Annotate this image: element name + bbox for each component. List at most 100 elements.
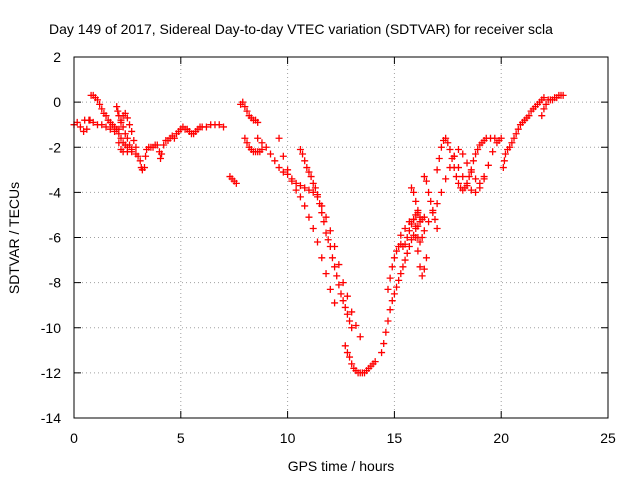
data-point (275, 164, 283, 172)
data-point (292, 186, 300, 194)
data-point (305, 186, 313, 194)
data-point (215, 121, 223, 129)
data-point (469, 157, 477, 165)
data-point (410, 215, 418, 223)
data-point (85, 116, 93, 124)
data-point (397, 270, 405, 278)
data-point (437, 188, 445, 196)
data-point (262, 143, 270, 151)
data-point (403, 234, 411, 241)
data-point (414, 206, 422, 214)
data-point (472, 175, 480, 183)
data-point (386, 274, 394, 282)
data-point (412, 222, 420, 230)
data-point (328, 254, 336, 262)
data-point (301, 184, 309, 192)
data-point (393, 283, 401, 291)
data-point (506, 143, 514, 151)
data-point (467, 186, 475, 194)
data-point (437, 143, 445, 151)
data-point (346, 353, 354, 361)
data-point (307, 173, 315, 181)
data-point (499, 164, 507, 172)
data-point (132, 143, 140, 151)
data-point (126, 121, 134, 129)
data-point (348, 360, 356, 368)
data-point (83, 125, 91, 133)
x-tick-labels: 0 5 10 15 20 25 (70, 430, 616, 446)
data-point (153, 141, 161, 149)
data-point (484, 161, 492, 169)
data-point (106, 125, 114, 133)
x-tick-label: 20 (493, 430, 509, 446)
data-point (314, 238, 322, 246)
data-point (115, 112, 123, 120)
data-point (343, 310, 351, 318)
data-point (431, 215, 439, 223)
data-point (416, 213, 424, 221)
x-tick-label: 15 (387, 430, 403, 446)
data-point (476, 184, 484, 192)
data-point (388, 297, 396, 305)
chart-title: Day 149 of 2017, Sidereal Day-to-day VTE… (49, 21, 553, 37)
data-point (102, 123, 110, 131)
data-point (559, 91, 567, 99)
data-point (416, 238, 424, 246)
data-point (463, 159, 471, 167)
data-point (322, 229, 330, 237)
data-point (271, 157, 279, 165)
data-point (309, 179, 317, 187)
data-point (339, 279, 347, 287)
data-point (384, 317, 392, 325)
data-point (352, 321, 360, 329)
data-point (337, 290, 345, 298)
data-point (489, 148, 497, 156)
data-point (279, 168, 287, 176)
data-point (348, 324, 356, 332)
data-point (267, 150, 275, 158)
y-tick-label: -14 (41, 410, 61, 426)
data-point (454, 146, 462, 154)
data-point (296, 146, 304, 154)
data-point (444, 139, 452, 147)
data-point (335, 261, 343, 269)
data-point (326, 227, 334, 235)
data-point (157, 155, 165, 163)
data-point (326, 285, 334, 293)
data-point (414, 247, 422, 255)
data-point (454, 179, 462, 187)
data-point (403, 249, 411, 257)
x-axis-title: GPS time / hours (288, 458, 395, 474)
data-point (119, 123, 127, 131)
data-points (70, 91, 567, 377)
data-point (318, 254, 326, 262)
data-point (341, 303, 349, 311)
data-point (331, 263, 339, 271)
data-point (296, 182, 304, 190)
data-point (314, 191, 322, 199)
data-point (442, 134, 450, 142)
x-tick-label: 0 (70, 430, 78, 446)
data-point (405, 227, 413, 235)
data-point (467, 166, 475, 174)
data-point (303, 164, 311, 172)
data-point (435, 155, 443, 163)
data-point (422, 254, 430, 262)
data-point (333, 272, 341, 280)
data-point (418, 272, 426, 280)
data-point (89, 118, 97, 126)
data-point (412, 234, 420, 241)
data-point (305, 213, 313, 221)
data-point (454, 164, 462, 172)
data-point (371, 358, 379, 366)
data-point (420, 173, 428, 181)
data-point (405, 218, 413, 226)
data-point (243, 107, 251, 115)
data-point (301, 202, 309, 210)
data-point (491, 134, 499, 142)
data-point (508, 139, 516, 147)
data-point (324, 236, 332, 244)
data-point (117, 134, 125, 142)
data-point (311, 184, 319, 192)
